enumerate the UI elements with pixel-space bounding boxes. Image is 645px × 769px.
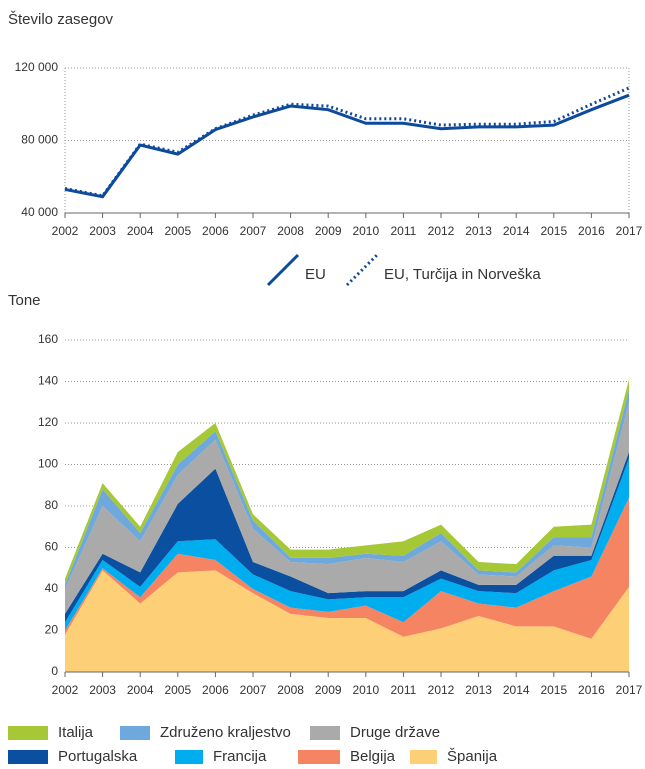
y-tick-label: 20 [45, 623, 59, 637]
x-tick-label: 2011 [390, 683, 416, 697]
legend-swatch [175, 750, 203, 764]
x-tick-label: 2013 [465, 683, 492, 697]
y-tick-label: 0 [51, 664, 58, 678]
y-tick-label: 40 [45, 581, 59, 595]
y-tick-label: 120 [38, 415, 58, 429]
legend-swatch [298, 750, 340, 764]
x-tick-label: 2006 [202, 683, 229, 697]
legend-label: Italija [58, 724, 94, 741]
legend-swatch [8, 726, 48, 740]
legend-swatch [410, 750, 437, 764]
y-tick-label: 120 000 [15, 60, 59, 74]
chart-title: Tone [8, 292, 41, 309]
x-tick-label: 2009 [315, 224, 342, 238]
x-tick-label: 2002 [52, 683, 79, 697]
y-tick-label: 160 [38, 332, 58, 346]
legend-swatch [310, 726, 340, 740]
area-series [65, 452, 629, 623]
x-tick-label: 2010 [352, 683, 379, 697]
legend-label: EU [305, 266, 326, 283]
x-tick-label: 2003 [89, 683, 116, 697]
legend-label: Belgija [350, 748, 396, 765]
legend-swatch [120, 726, 150, 740]
area-series [65, 570, 629, 672]
x-tick-label: 2010 [352, 224, 379, 238]
y-tick-label: 80 [45, 498, 59, 512]
x-tick-label: 2004 [127, 683, 154, 697]
x-tick-label: 2014 [503, 224, 530, 238]
x-tick-label: 2007 [240, 224, 267, 238]
x-tick-label: 2011 [390, 224, 416, 238]
legend-swatch [266, 253, 300, 287]
legend-label: Druge države [350, 724, 440, 741]
area-series [65, 497, 629, 639]
x-tick-label: 2005 [164, 683, 191, 697]
x-tick-label: 2014 [503, 683, 530, 697]
chart-title: Število zasegov [8, 11, 114, 28]
x-tick-label: 2017 [616, 683, 643, 697]
y-tick-label: 80 000 [21, 133, 58, 147]
x-tick-label: 2015 [540, 224, 567, 238]
area-series [65, 379, 629, 585]
x-tick-label: 2017 [616, 224, 643, 238]
x-tick-label: 2009 [315, 683, 342, 697]
x-tick-label: 2016 [578, 224, 605, 238]
y-tick-label: 40 000 [21, 205, 58, 219]
x-tick-label: 2012 [428, 224, 455, 238]
legend-label: Francija [213, 748, 267, 765]
x-tick-label: 2006 [202, 224, 229, 238]
area-series [65, 402, 629, 614]
line-series [64, 86, 630, 198]
legend-label: Portugalska [58, 748, 138, 765]
x-tick-label: 2003 [89, 224, 116, 238]
x-tick-label: 2015 [540, 683, 567, 697]
y-tick-label: 60 [45, 540, 59, 554]
legend-label: Španija [447, 748, 498, 765]
y-tick-label: 140 [38, 374, 58, 388]
legend-swatch [8, 750, 48, 764]
area-series [65, 458, 629, 631]
x-tick-label: 2008 [277, 683, 304, 697]
legend-swatch [345, 253, 379, 287]
x-tick-label: 2016 [578, 683, 605, 697]
x-tick-label: 2007 [240, 683, 267, 697]
x-tick-label: 2002 [52, 224, 79, 238]
x-tick-label: 2008 [277, 224, 304, 238]
x-tick-label: 2004 [127, 224, 154, 238]
x-tick-label: 2013 [465, 224, 492, 238]
y-tick-label: 100 [38, 457, 58, 471]
legend-label: EU, Turčija in Norveška [384, 266, 541, 283]
x-tick-label: 2005 [164, 224, 191, 238]
x-tick-label: 2012 [428, 683, 455, 697]
legend-label: Združeno kraljestvo [160, 724, 291, 741]
